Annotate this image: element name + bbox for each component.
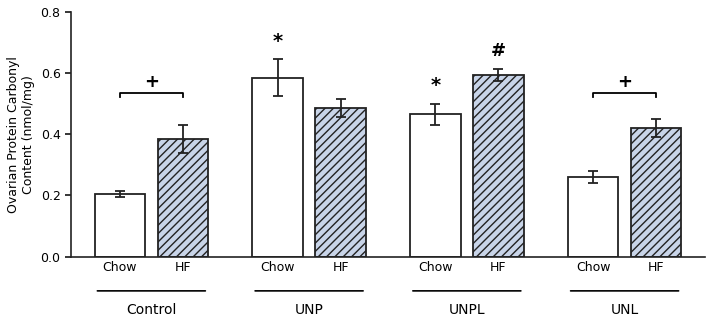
Text: UNPL: UNPL — [449, 303, 485, 317]
Text: +: + — [617, 73, 632, 90]
Bar — [157, 139, 208, 257]
Bar — [473, 75, 523, 257]
Bar — [567, 177, 618, 257]
Bar — [95, 194, 145, 257]
Text: *: * — [430, 76, 441, 95]
Text: Control: Control — [126, 303, 177, 317]
Text: UNP: UNP — [295, 303, 323, 317]
Bar — [631, 128, 681, 257]
Bar — [410, 114, 461, 257]
Text: #: # — [491, 42, 506, 60]
Bar — [252, 78, 303, 257]
Bar — [315, 108, 366, 257]
Text: +: + — [144, 73, 159, 90]
Text: UNL: UNL — [610, 303, 639, 317]
Text: *: * — [273, 32, 283, 51]
Y-axis label: Ovarian Protein Carbonyl
Content (nmol/mg): Ovarian Protein Carbonyl Content (nmol/m… — [7, 56, 35, 213]
